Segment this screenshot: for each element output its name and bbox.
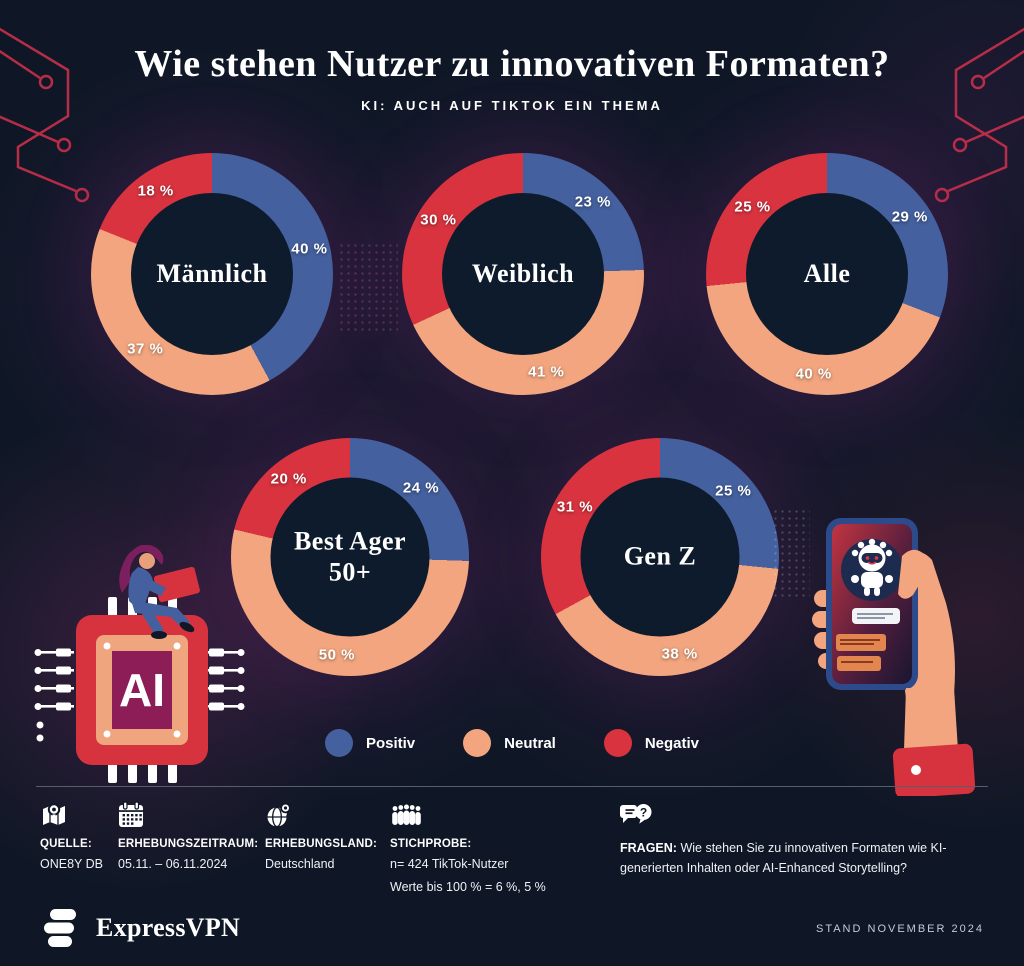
footer-label: STICHPROBE: — [390, 838, 472, 850]
segment-value-label: 20 % — [270, 470, 307, 488]
globe-pin-icon — [267, 802, 291, 828]
circuit-traces-left-icon — [0, 28, 90, 203]
legend-label: Neutral — [504, 734, 556, 752]
footer-period: ERHEBUNGSZEITRAUM: 05.11. – 06.11.2024 — [118, 799, 258, 873]
legend-item-positiv: Positiv — [324, 729, 416, 757]
halftone-dots-decor — [772, 508, 810, 600]
footer-divider — [36, 786, 988, 787]
donut-title: Gen Z — [623, 541, 697, 571]
segment-value-label: 30 % — [420, 211, 457, 229]
hand-holding-phone-illustration — [812, 518, 976, 796]
footer-source: QUELLE: ONE8Y DB — [40, 799, 103, 873]
segment-value-label: 50 % — [318, 646, 355, 664]
segment-value-label: 31 % — [556, 498, 594, 516]
segment-value-label: 25 % — [715, 482, 752, 500]
legend-label: Negativ — [644, 734, 700, 752]
donut-title: 50+ — [328, 557, 372, 586]
page-subtitle: KI: AUCH AUF TIKTOK EIN THEMA — [361, 98, 663, 113]
neutral-color-dot-icon — [463, 729, 492, 757]
speech-question-icon: ? — [620, 804, 652, 824]
segment-value-label: 41 % — [528, 363, 565, 381]
svg-text:?: ? — [640, 805, 647, 819]
donut-chart-gen-z: Gen Z 25 % 38 % 31 % — [541, 438, 779, 676]
stand-date: STAND NOVEMBER 2024 — [815, 923, 984, 935]
segment-value-label: 37 % — [127, 340, 164, 358]
segment-value-label: 29 % — [891, 208, 928, 226]
donut-chart-maennlich: Männlich 40 % 37 % 18 % — [91, 153, 333, 395]
footer-country: ERHEBUNGSLAND: Deutschland — [265, 799, 377, 873]
legend: Positiv Neutral Negativ — [0, 729, 1024, 757]
footer-label: ERHEBUNGSZEITRAUM: — [118, 838, 259, 850]
footer-value: 05.11. – 06.11.2024 — [118, 857, 228, 871]
segment-value-label: 40 % — [291, 240, 328, 258]
legend-label: Positiv — [365, 734, 416, 752]
donut-title: Weiblich — [471, 258, 575, 288]
halftone-dots-decor — [338, 242, 398, 334]
donut-center: Alle — [746, 193, 908, 355]
brand-wordmark: ExpressVPN — [96, 913, 241, 942]
donut-title: Männlich — [156, 258, 268, 288]
donut-center: Männlich — [131, 193, 293, 355]
footer-label: FRAGEN: — [620, 841, 677, 855]
donut-chart-weiblich: Weiblich 23 % 41 % 30 % — [402, 153, 644, 395]
calendar-icon — [119, 801, 143, 827]
footer-value: Deutschland — [265, 857, 335, 871]
footer-value: n= 424 TikTok-Nutzer — [390, 857, 509, 871]
map-pin-icon — [43, 803, 65, 825]
footer-sample: STICHPROBE: n= 424 TikTok-Nutzer Werte b… — [390, 799, 600, 896]
legend-item-neutral: Neutral — [463, 729, 556, 757]
circuit-traces-right-icon — [934, 28, 1024, 203]
donut-chart-best-ager: Best Ager 50+ 24 % 50 % 20 % — [231, 438, 469, 676]
ai-chip-label: AI — [119, 664, 165, 716]
footer-question: ? FRAGEN: Wie stehen Sie zu innovativen … — [620, 799, 992, 878]
ai-chip-illustration: AI — [34, 545, 245, 783]
person-with-laptop-illustration — [119, 545, 200, 639]
segment-value-label: 24 % — [402, 479, 440, 497]
donut-center: Weiblich — [442, 193, 604, 355]
footer-value: ONE8Y DB — [40, 857, 103, 871]
negativ-color-dot-icon — [603, 729, 632, 757]
segment-value-label: 18 % — [137, 182, 174, 200]
crowd-icon — [392, 804, 421, 825]
donut-chart-alle: Alle 29 % 40 % 25 % — [706, 153, 948, 395]
donut-center: Gen Z — [580, 477, 740, 637]
segment-value-label: 25 % — [734, 198, 771, 216]
chat-bubbles — [836, 608, 900, 671]
brand-logo: ExpressVPN — [38, 905, 240, 951]
segment-value-label: 38 % — [661, 645, 698, 663]
legend-item-negativ: Negativ — [603, 729, 700, 757]
footer-question-text: FRAGEN: Wie stehen Sie zu innovativen Fo… — [620, 841, 947, 875]
expressvpn-logo-icon — [44, 909, 76, 947]
robot-avatar-icon — [851, 538, 893, 596]
footer-label: QUELLE: — [40, 838, 92, 850]
segment-value-label: 23 % — [574, 193, 611, 211]
page-title: Wie stehen Nutzer zu innovativen Formate… — [134, 43, 890, 85]
donut-title: Alle — [803, 258, 851, 288]
donut-title: Best Ager — [293, 526, 407, 556]
segment-value-label: 40 % — [795, 365, 832, 383]
footer-value: Werte bis 100 % = 6 %, 5 % — [390, 880, 546, 895]
positiv-color-dot-icon — [324, 729, 353, 757]
footer-label: ERHEBUNGSLAND: — [265, 838, 378, 850]
donut-center: Best Ager 50+ — [270, 477, 430, 637]
